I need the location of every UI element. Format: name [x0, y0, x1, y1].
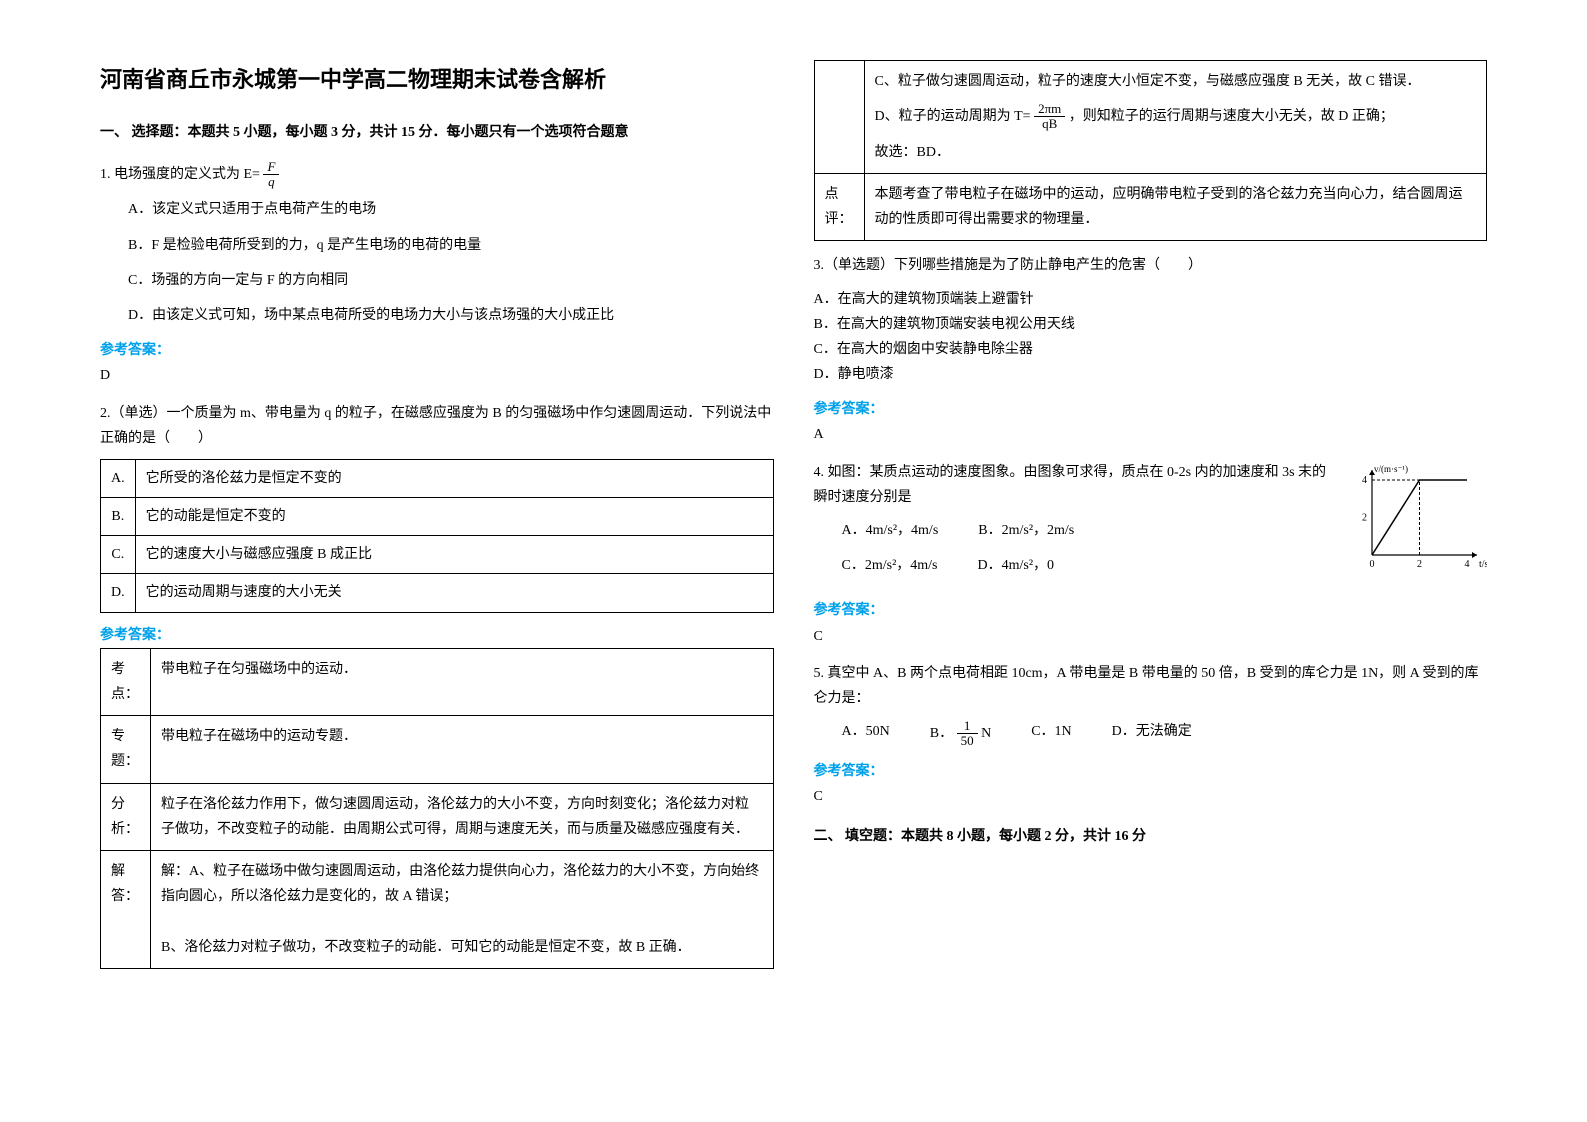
section-2-heading: 二、 填空题：本题共 8 小题，每小题 2 分，共计 16 分 — [814, 824, 1488, 849]
q2-fenxi-label: 分析： — [101, 783, 151, 850]
q1-stem-prefix: 1. 电场强度的定义式为 E= — [100, 167, 260, 182]
table-row: C、粒子做匀速圆周运动，粒子的速度大小恒定不变，与磁感应强度 B 无关，故 C … — [814, 61, 1487, 174]
q2-frac-num: 2πm — [1034, 102, 1065, 117]
q2-stem: 2.（单选）一个质量为 m、带电量为 q 的粒子，在磁感应强度为 B 的匀强磁场… — [100, 401, 774, 451]
q3-option-c: C．在高大的烟囱中安装静电除尘器 — [814, 337, 1488, 362]
q2-opt-b-label: B. — [101, 498, 136, 536]
q5-fraction: 1 50 — [957, 719, 978, 749]
q2-dianping-label: 点评： — [814, 173, 864, 240]
q2-zhuanti-text: 带电粒子在磁场中的运动专题． — [151, 716, 774, 783]
question-5: 5. 真空中 A、B 两个点电荷相距 10cm，A 带电量是 B 带电量的 50… — [814, 661, 1488, 809]
q3-answer-label: 参考答案： — [814, 397, 1488, 422]
q2-zhuanti-label: 专题： — [101, 716, 151, 783]
svg-text:v/(m·s⁻¹): v/(m·s⁻¹) — [1374, 464, 1408, 474]
q1-option-a: A．该定义式只适用于点电荷产生的电场 — [128, 197, 774, 222]
q2-cont-d: D、粒子的运动周期为 T= 2πm qB ，则知粒子的运行周期与速度大小无关，故… — [875, 102, 1477, 132]
q4-velocity-graph: 0 2 4 2 4 v/(m·s⁻¹) t/s — [1347, 460, 1487, 580]
q3-option-a: A．在高大的建筑物顶端装上避雷针 — [814, 287, 1488, 312]
q2-jieda-text: 解：A、粒子在磁场中做匀速圆周运动，由洛伦兹力提供向心力，洛伦兹力的大小不变，方… — [151, 850, 774, 968]
q2-analysis-table: 考点：带电粒子在匀强磁场中的运动． 专题：带电粒子在磁场中的运动专题． 分析：粒… — [100, 648, 774, 969]
q1-fraction: F q — [263, 160, 279, 190]
table-row: 点评： 本题考查了带电粒子在磁场中的运动，应明确带电粒子受到的洛仑兹力充当向心力… — [814, 173, 1487, 240]
q2-opt-c-label: C. — [101, 536, 136, 574]
q2-kaodian-label: 考点： — [101, 648, 151, 715]
svg-text:2: 2 — [1362, 512, 1367, 523]
left-column: 河南省商丘市永城第一中学高二物理期末试卷含解析 一、 选择题：本题共 5 小题，… — [80, 60, 794, 1062]
exam-title: 河南省商丘市永城第一中学高二物理期末试卷含解析 — [100, 60, 774, 100]
svg-text:4: 4 — [1465, 559, 1470, 570]
question-4: 4. 如图：某质点运动的速度图象。由图象可求得，质点在 0-2s 内的加速度和 … — [814, 460, 1488, 649]
q2-cont-answer: 故选：BD． — [875, 140, 1477, 165]
svg-text:2: 2 — [1417, 559, 1422, 570]
question-1: 1. 电场强度的定义式为 E= F q A．该定义式只适用于点电荷产生的电场 B… — [100, 160, 774, 389]
q2-opt-d-text: 它的运动周期与速度的大小无关 — [135, 574, 773, 612]
q2-opt-a-text: 它所受的洛伦兹力是恒定不变的 — [135, 459, 773, 497]
table-row: D.它的运动周期与速度的大小无关 — [101, 574, 774, 612]
q1-answer: D — [100, 363, 774, 388]
q2-dianping-text: 本题考查了带电粒子在磁场中的运动，应明确带电粒子受到的洛仑兹力充当向心力，结合圆… — [864, 173, 1487, 240]
q2-jieda-label: 解答： — [101, 850, 151, 968]
question-2: 2.（单选）一个质量为 m、带电量为 q 的粒子，在磁感应强度为 B 的匀强磁场… — [100, 401, 774, 969]
table-row: 考点：带电粒子在匀强磁场中的运动． — [101, 648, 774, 715]
q2-cont-d-pre: D、粒子的运动周期为 T= — [875, 109, 1031, 124]
q2-options-table: A.它所受的洛伦兹力是恒定不变的 B.它的动能是恒定不变的 C.它的速度大小与磁… — [100, 459, 774, 613]
table-row: 解答：解：A、粒子在磁场中做匀速圆周运动，由洛伦兹力提供向心力，洛伦兹力的大小不… — [101, 850, 774, 968]
q1-frac-num: F — [263, 160, 279, 175]
q5-option-a: A．50N — [842, 719, 890, 749]
table-row: 专题：带电粒子在磁场中的运动专题． — [101, 716, 774, 783]
q5-frac-num: 1 — [957, 719, 978, 734]
q4-answer-label: 参考答案： — [814, 598, 1488, 623]
q4-option-c: C．2m/s²，4m/s — [842, 553, 938, 578]
q2-opt-d-label: D. — [101, 574, 136, 612]
q1-answer-label: 参考答案： — [100, 338, 774, 363]
q3-stem: 3.（单选题）下列哪些措施是为了防止静电产生的危害（ ） — [814, 253, 1488, 278]
q2-analysis-table-cont: C、粒子做匀速圆周运动，粒子的速度大小恒定不变，与磁感应强度 B 无关，故 C … — [814, 60, 1488, 241]
q1-stem: 1. 电场强度的定义式为 E= F q — [100, 160, 774, 190]
table-row: C.它的速度大小与磁感应强度 B 成正比 — [101, 536, 774, 574]
empty-label — [814, 61, 864, 174]
q5-option-b-post: N — [981, 726, 991, 741]
q5-answer: C — [814, 784, 1488, 809]
svg-text:t/s: t/s — [1479, 559, 1487, 570]
table-row: A.它所受的洛伦兹力是恒定不变的 — [101, 459, 774, 497]
q2-kaodian-text: 带电粒子在匀强磁场中的运动． — [151, 648, 774, 715]
table-row: 分析：粒子在洛伦兹力作用下，做匀速圆周运动，洛伦兹力的大小不变，方向时刻变化；洛… — [101, 783, 774, 850]
q2-opt-b-text: 它的动能是恒定不变的 — [135, 498, 773, 536]
q4-option-a: A．4m/s²，4m/s — [842, 518, 939, 543]
q2-cont-d-post: ，则知粒子的运行周期与速度大小无关，故 D 正确； — [1069, 109, 1394, 124]
q5-answer-label: 参考答案： — [814, 759, 1488, 784]
q2-cont-cell: C、粒子做匀速圆周运动，粒子的速度大小恒定不变，与磁感应强度 B 无关，故 C … — [864, 61, 1487, 174]
q2-answer-label: 参考答案： — [100, 623, 774, 648]
q1-frac-den: q — [263, 175, 279, 189]
table-row: B.它的动能是恒定不变的 — [101, 498, 774, 536]
q5-option-b: B． 1 50 N — [930, 719, 991, 749]
q5-option-b-pre: B． — [930, 726, 953, 741]
q2-frac-den: qB — [1034, 117, 1065, 131]
q2-period-fraction: 2πm qB — [1034, 102, 1065, 132]
q1-option-b: B．F 是检验电荷所受到的力，q 是产生电场的电荷的电量 — [128, 233, 774, 258]
q4-answer: C — [814, 624, 1488, 649]
q4-option-b: B．2m/s²，2m/s — [978, 518, 1074, 543]
q1-option-d: D．由该定义式可知，场中某点电荷所受的电场力大小与该点场强的大小成正比 — [128, 303, 774, 328]
q2-cont-c: C、粒子做匀速圆周运动，粒子的速度大小恒定不变，与磁感应强度 B 无关，故 C … — [875, 69, 1477, 94]
q3-answer: A — [814, 422, 1488, 447]
svg-text:4: 4 — [1362, 475, 1367, 486]
q5-option-c: C．1N — [1031, 719, 1071, 749]
q4-option-d: D．4m/s²，0 — [978, 553, 1055, 578]
q3-option-d: D．静电喷漆 — [814, 362, 1488, 387]
q2-opt-c-text: 它的速度大小与磁感应强度 B 成正比 — [135, 536, 773, 574]
svg-text:0: 0 — [1370, 559, 1375, 570]
right-column: C、粒子做匀速圆周运动，粒子的速度大小恒定不变，与磁感应强度 B 无关，故 C … — [794, 60, 1508, 1062]
q3-option-b: B．在高大的建筑物顶端安装电视公用天线 — [814, 312, 1488, 337]
q2-fenxi-text: 粒子在洛伦兹力作用下，做匀速圆周运动，洛伦兹力的大小不变，方向时刻变化；洛伦兹力… — [151, 783, 774, 850]
q2-opt-a-label: A. — [101, 459, 136, 497]
q5-stem: 5. 真空中 A、B 两个点电荷相距 10cm，A 带电量是 B 带电量的 50… — [814, 661, 1488, 711]
q5-frac-den: 50 — [957, 734, 978, 748]
q5-option-d: D．无法确定 — [1112, 719, 1192, 749]
question-3: 3.（单选题）下列哪些措施是为了防止静电产生的危害（ ） A．在高大的建筑物顶端… — [814, 253, 1488, 447]
section-1-heading: 一、 选择题：本题共 5 小题，每小题 3 分，共计 15 分．每小题只有一个选… — [100, 120, 774, 145]
q4-stem: 4. 如图：某质点运动的速度图象。由图象可求得，质点在 0-2s 内的加速度和 … — [814, 460, 1338, 510]
q1-option-c: C．场强的方向一定与 F 的方向相同 — [128, 268, 774, 293]
